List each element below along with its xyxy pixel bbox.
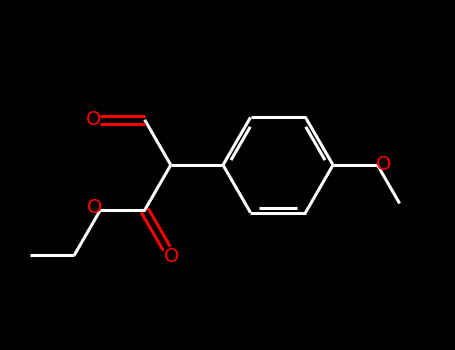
Text: O: O xyxy=(164,247,180,266)
Text: O: O xyxy=(86,198,102,217)
Text: O: O xyxy=(376,155,391,175)
Text: O: O xyxy=(86,110,101,129)
